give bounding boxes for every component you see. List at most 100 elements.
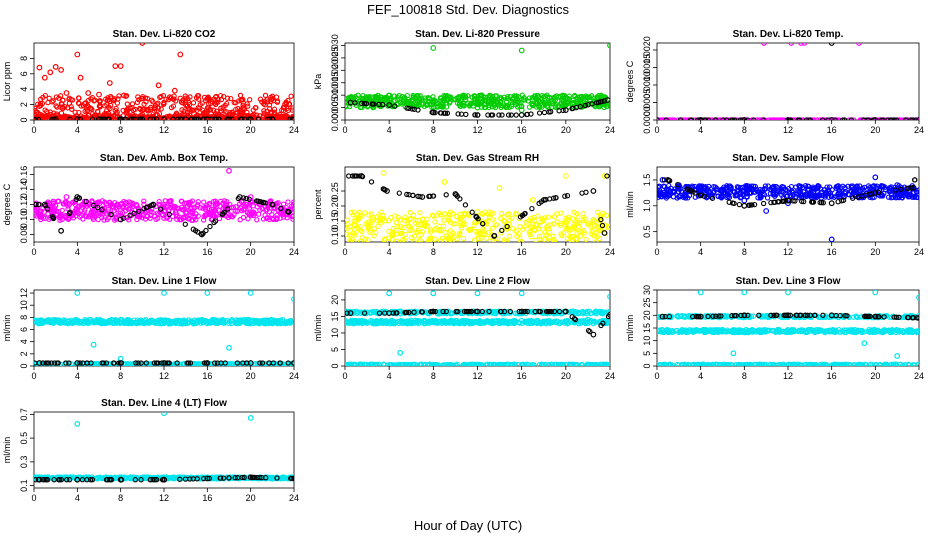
data-point: [224, 95, 231, 101]
data-point: [250, 107, 256, 113]
x-tick-label: 8: [118, 247, 123, 257]
data-point: [731, 117, 738, 120]
data-point: [195, 201, 201, 208]
data-point: [555, 94, 562, 100]
data-point: [773, 117, 780, 120]
data-point: [291, 199, 294, 205]
data-point: [680, 117, 687, 120]
data-point: [117, 319, 124, 326]
y-tick-label: 12: [19, 288, 29, 298]
data-point: [850, 195, 856, 201]
data-point: [862, 192, 869, 198]
data-point: [245, 216, 251, 222]
data-point: [658, 193, 664, 200]
data-point: [598, 216, 604, 223]
data-point: [758, 189, 765, 195]
data-point: [164, 215, 170, 221]
points: [657, 167, 919, 242]
data-point: [394, 94, 400, 100]
data-point: [723, 117, 730, 120]
data-point: [600, 210, 606, 216]
data-point: [347, 238, 353, 242]
data-point: [760, 200, 767, 207]
data-point: [536, 226, 542, 232]
x-tick-label: 24: [605, 247, 615, 257]
data-point: [376, 101, 382, 108]
data-point: [246, 196, 253, 202]
data-point: [536, 110, 543, 116]
data-point: [581, 230, 587, 236]
y-tick-label: 0.010: [330, 84, 340, 107]
data-point: [771, 117, 778, 120]
data-point: [275, 208, 281, 214]
data-point: [247, 360, 254, 366]
data-point: [875, 189, 882, 196]
data-point: [455, 111, 461, 117]
data-point: [585, 221, 591, 227]
data-point: [669, 117, 676, 120]
data-point: [872, 174, 879, 181]
data-point: [386, 102, 393, 108]
data-point: [489, 216, 496, 223]
data-point: [788, 43, 795, 46]
data-point: [798, 43, 804, 46]
x-tick-label: 0: [654, 125, 659, 135]
data-point: [74, 290, 81, 296]
data-point: [233, 204, 239, 210]
data-point: [258, 199, 264, 205]
data-point: [124, 106, 130, 113]
data-point: [160, 92, 167, 99]
data-point: [760, 117, 766, 120]
data-point: [410, 92, 416, 99]
data-point: [880, 117, 886, 120]
data-point: [276, 319, 283, 326]
data-point: [121, 215, 127, 221]
data-point: [560, 107, 566, 114]
data-point: [74, 360, 81, 366]
data-point: [393, 231, 400, 237]
y-tick-label: 2: [19, 351, 29, 356]
data-point: [36, 318, 43, 325]
data-point: [446, 214, 452, 221]
data-point: [896, 194, 902, 201]
data-point: [48, 360, 55, 366]
data-point: [432, 219, 438, 225]
data-point: [362, 210, 368, 216]
data-point: [828, 117, 835, 120]
data-point: [285, 360, 291, 366]
data-point: [473, 213, 479, 220]
data-point: [157, 209, 163, 215]
y-axis-label: degrees C: [625, 60, 635, 102]
data-point: [65, 320, 71, 327]
data-point: [259, 360, 266, 366]
data-point: [746, 202, 753, 208]
data-point: [141, 320, 147, 327]
data-point: [283, 99, 289, 105]
x-tick-label: 24: [289, 371, 299, 381]
data-point: [143, 360, 149, 366]
data-point: [200, 205, 206, 211]
data-point: [379, 320, 385, 326]
data-point: [551, 214, 558, 220]
data-point: [583, 189, 589, 195]
x-tick-label: 24: [914, 247, 924, 257]
data-point: [430, 45, 437, 51]
data-point: [825, 187, 831, 193]
data-point: [396, 190, 402, 196]
data-point: [536, 200, 542, 207]
x-tick-label: 8: [742, 125, 747, 135]
data-point: [597, 227, 604, 233]
data-point: [578, 318, 585, 324]
data-point: [41, 74, 48, 81]
data-point: [758, 117, 765, 120]
data-point: [513, 211, 519, 217]
data-point: [522, 210, 528, 217]
points: [657, 43, 919, 120]
data-point: [98, 116, 104, 120]
data-point: [288, 203, 294, 210]
y-tick-label: 0.16: [19, 166, 29, 184]
points: [34, 43, 294, 120]
data-point: [675, 117, 681, 120]
data-point: [269, 201, 276, 208]
data-point: [485, 99, 491, 105]
